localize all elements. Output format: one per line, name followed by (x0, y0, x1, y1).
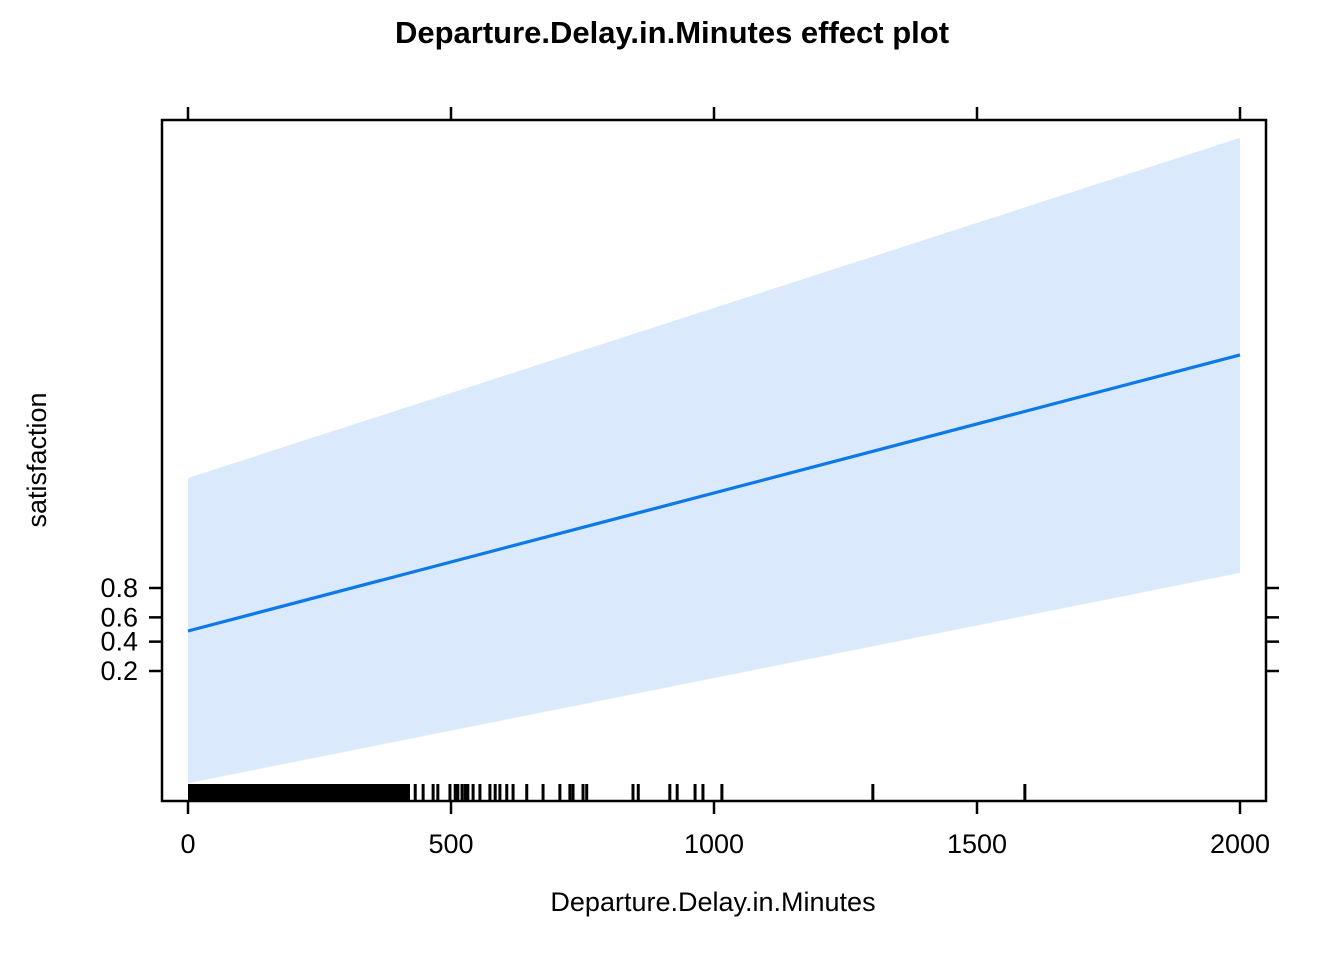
x-tick-label: 1500 (947, 829, 1007, 859)
y-tick-label: 0.2 (100, 656, 138, 686)
rug-mark (498, 784, 502, 801)
fit-line (187, 353, 1241, 633)
rug-mark (571, 784, 575, 801)
x-tick-label: 0 (180, 829, 195, 859)
rug-mark (421, 784, 425, 801)
x-axis-label: Departure.Delay.in.Minutes (550, 887, 875, 917)
y-tick-label: 0.8 (100, 573, 138, 603)
rug-mark (581, 784, 585, 801)
rug-mark (871, 784, 875, 801)
rug-mark (720, 784, 724, 801)
chart-title: Departure.Delay.in.Minutes effect plot (395, 15, 949, 50)
rug-mark (693, 784, 697, 801)
y-axis-label: satisfaction (22, 392, 52, 527)
rug-mark (675, 784, 679, 801)
rug-mark (413, 784, 417, 801)
rug-mark (436, 784, 440, 801)
rug-mark (701, 784, 705, 801)
rug-mark (463, 784, 467, 801)
x-tick-label: 2000 (1210, 829, 1270, 859)
rug-mark (568, 784, 572, 801)
plot-generated-content: 0 500 1000 1500 2000 0.80.60.40.2 (100, 107, 1279, 859)
rug-mark (636, 784, 640, 801)
rug-mark (453, 784, 457, 801)
y-tick-label: 0.4 (100, 627, 138, 657)
rug-mark (541, 784, 545, 801)
rug-mark (668, 784, 672, 801)
x-tick-label: 500 (428, 829, 473, 859)
rug-mark (525, 784, 529, 801)
rug-mark (460, 784, 464, 801)
rug-mark (558, 784, 562, 801)
rug-mark (471, 784, 475, 801)
y-tick-label: 0.6 (100, 602, 138, 632)
rug-mark (431, 784, 435, 801)
rug-mark (448, 784, 452, 801)
x-tick-label: 1000 (684, 829, 744, 859)
confidence-band (188, 137, 1240, 784)
rug-mark (511, 784, 515, 801)
rug-mark (456, 784, 460, 801)
rug-mark (466, 784, 470, 801)
rug-mark (631, 784, 635, 801)
rug-mark (493, 784, 497, 801)
rug-mark (1023, 784, 1027, 801)
rug-mark (585, 784, 589, 801)
rug-mark (478, 784, 482, 801)
rug-mark (488, 784, 492, 801)
rug-mark (505, 784, 509, 801)
rug-dense-block (188, 784, 410, 801)
